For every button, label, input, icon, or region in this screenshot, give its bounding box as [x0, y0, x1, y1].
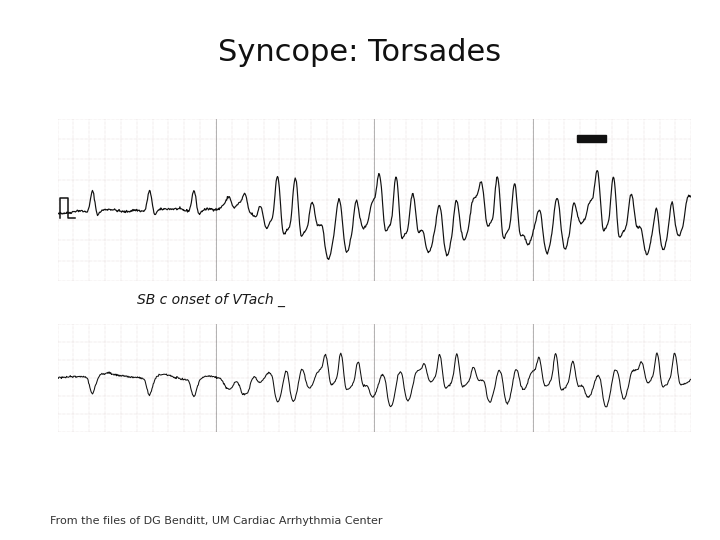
Text: Syncope: Torsades: Syncope: Torsades — [218, 38, 502, 67]
Text: SB c onset of VTach _: SB c onset of VTach _ — [137, 293, 285, 307]
Text: From the files of DG Benditt, UM Cardiac Arrhythmia Center: From the files of DG Benditt, UM Cardiac… — [50, 516, 383, 526]
Bar — [577, 135, 606, 143]
